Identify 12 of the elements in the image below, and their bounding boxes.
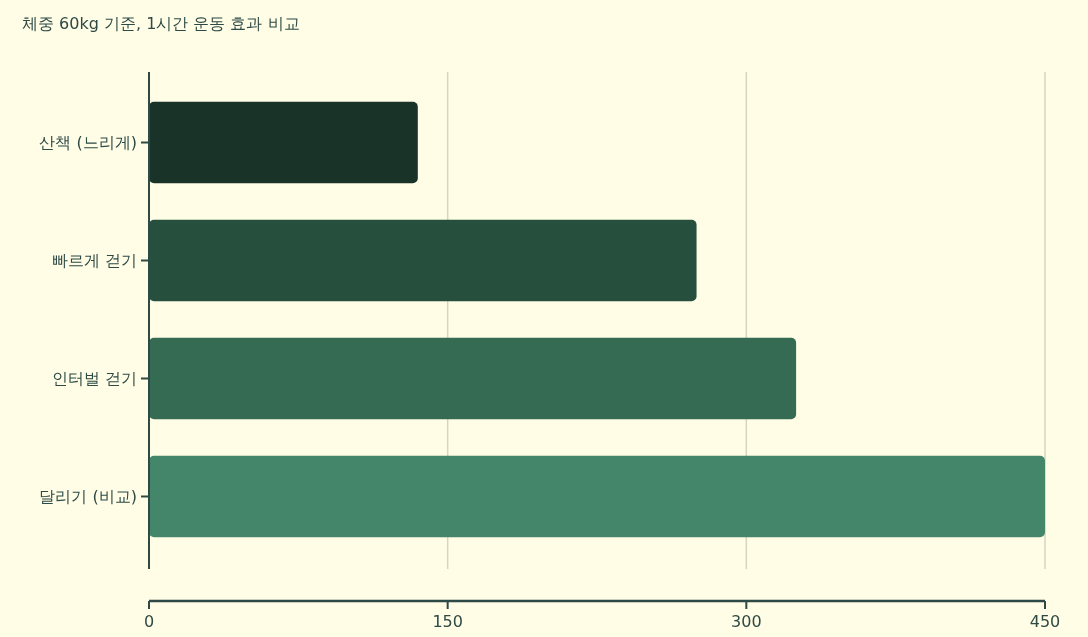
- y-tick-label: 빠르게 걷기: [51, 251, 137, 271]
- bar: [149, 455, 1045, 538]
- x-tick-label: 450: [1029, 612, 1061, 631]
- y-tick-label: 산책 (느리게): [39, 133, 137, 153]
- x-tick-label: 150: [432, 612, 463, 631]
- bar: [149, 337, 797, 420]
- chart-title: 체중 60kg 기준, 1시간 운동 효과 비교: [22, 14, 300, 33]
- x-tick-label: 300: [731, 612, 762, 631]
- bar: [149, 101, 418, 184]
- y-tick-label: 인터벌 걷기: [51, 369, 137, 389]
- x-tick-label: 0: [143, 612, 155, 631]
- y-tick-label: 달리기 (비교): [39, 487, 137, 507]
